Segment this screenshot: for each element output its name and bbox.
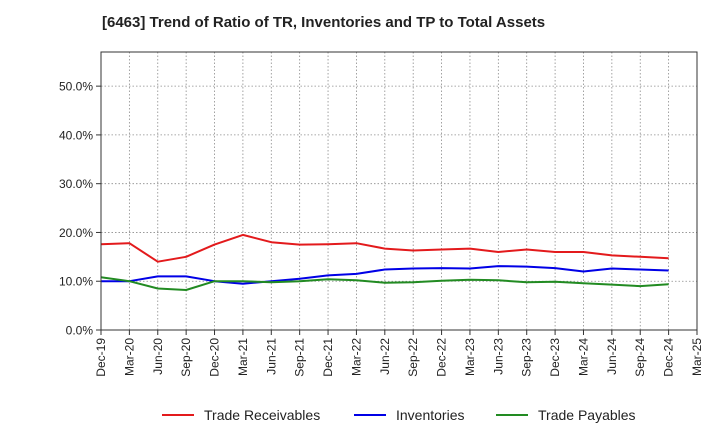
- x-tick-label: Mar-25: [690, 338, 704, 376]
- legend-swatch-inventories: [354, 414, 386, 416]
- x-tick-label: Mar-21: [236, 338, 250, 376]
- legend-item-trade-payables[interactable]: Trade Payables: [496, 404, 636, 426]
- y-tick-label: 0.0%: [66, 324, 94, 338]
- legend-swatch-trade-receivables: [162, 414, 194, 416]
- series-lines: [100, 233, 669, 291]
- x-tick-label: Mar-22: [349, 338, 363, 376]
- x-tick-label: Mar-23: [463, 338, 477, 376]
- x-tick-label: Jun-21: [264, 338, 278, 375]
- series-line-trade-payables: [100, 276, 669, 291]
- x-tick-label: Mar-24: [576, 338, 590, 376]
- x-tick-label: Dec-19: [94, 338, 108, 377]
- x-tick-label: Jun-22: [378, 338, 392, 375]
- x-tick-label: Jun-20: [151, 338, 165, 375]
- legend-label-inventories: Inventories: [396, 407, 465, 423]
- legend: Trade Receivables Inventories Trade Paya…: [0, 404, 720, 426]
- x-tick-label: Jun-24: [605, 338, 619, 375]
- x-tick-label: Dec-21: [321, 338, 335, 377]
- y-tick-label: 10.0%: [59, 275, 93, 289]
- x-tick-label: Dec-20: [208, 338, 222, 377]
- y-tick-label: 30.0%: [59, 177, 93, 191]
- chart-title: [6463] Trend of Ratio of TR, Inventories…: [102, 14, 546, 31]
- x-tick-label: Sep-23: [520, 338, 534, 377]
- y-tick-label: 20.0%: [59, 226, 93, 240]
- legend-item-trade-receivables[interactable]: Trade Receivables: [162, 404, 320, 426]
- x-tick-label: Dec-22: [435, 338, 449, 377]
- x-tick-label: Sep-22: [406, 338, 420, 377]
- legend-label-trade-payables: Trade Payables: [538, 407, 636, 423]
- x-tick-label: Mar-20: [122, 338, 136, 376]
- x-tick-label: Dec-23: [548, 338, 562, 377]
- legend-item-inventories[interactable]: Inventories: [354, 404, 464, 426]
- legend-label-trade-receivables: Trade Receivables: [204, 407, 321, 423]
- y-tick-label: 40.0%: [59, 128, 93, 142]
- x-tick-label: Sep-21: [293, 338, 307, 377]
- y-tick-label: 50.0%: [59, 80, 93, 94]
- series-line-trade-receivables: [100, 233, 669, 263]
- plot-frame: [100, 51, 698, 331]
- x-tick-label: Dec-24: [662, 338, 676, 377]
- axes: 0.0% 10.0% 20.0% 30.0% 40.0% 50.0% Dec-19 Mar-2…: [59, 80, 704, 377]
- series-line-inventories: [101, 265, 669, 285]
- x-tick-label: Jun-23: [491, 338, 505, 375]
- x-tick-label: Sep-24: [633, 338, 647, 377]
- x-tick-label: Sep-20: [179, 338, 193, 377]
- legend-swatch-trade-payables: [496, 414, 528, 416]
